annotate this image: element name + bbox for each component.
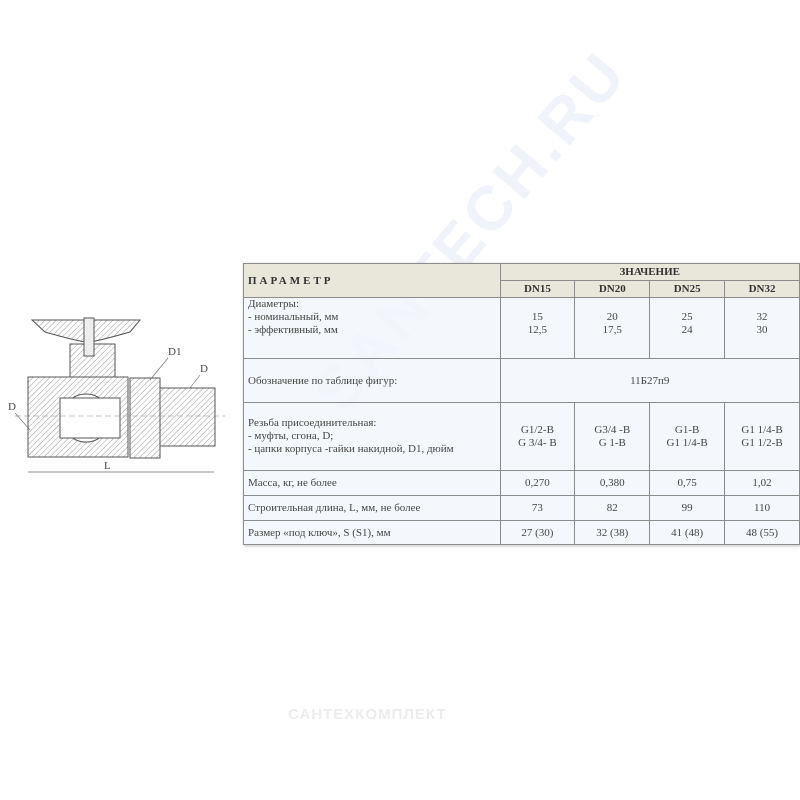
- cell: G1 1/4-B G1 1/2-B: [724, 402, 800, 471]
- spec-table: ПАРАМЕТР ЗНАЧЕНИЕ DN15 DN20 DN25 DN32 Ди…: [243, 263, 800, 545]
- value: G1/2-B: [520, 423, 554, 436]
- cell: G1-B G1 1/4-B: [649, 402, 726, 471]
- label-line: - цапки корпуса -гайки накидной, D1, дюй…: [248, 443, 454, 455]
- value: G 3/4- B: [518, 436, 557, 449]
- param-header: ПАРАМЕТР: [243, 263, 501, 298]
- cell: 25 24: [649, 297, 726, 359]
- row-label: Резьба присоединительная: - муфты, сгона…: [243, 402, 501, 471]
- col-dn25: DN25: [649, 280, 726, 298]
- value: 12,5: [527, 324, 548, 336]
- label-d1: D1: [168, 346, 181, 358]
- value: 32: [756, 311, 768, 323]
- col-dn20: DN20: [574, 280, 651, 298]
- label-line: - эффективный, мм: [248, 324, 338, 336]
- brand-logo: САНТЕХКОМПЛЕКТ: [288, 706, 447, 723]
- cell: G3/4 -B G 1-B: [574, 402, 651, 471]
- value: 24: [681, 324, 693, 336]
- cell: 1,02: [724, 470, 800, 496]
- value: G1 1/2-B: [741, 436, 783, 449]
- cell: 20 17,5: [574, 297, 651, 359]
- row-label: Строительная длина, L, мм, не более: [243, 495, 501, 521]
- cell: 0,75: [649, 470, 726, 496]
- value: G 1-B: [598, 436, 626, 449]
- cell: 110: [724, 495, 800, 521]
- table-row: Резьба присоединительная: - муфты, сгона…: [243, 402, 800, 471]
- cell: 32 30: [724, 297, 800, 359]
- row-label: Размер «под ключ», S (S1), мм: [243, 520, 501, 545]
- value: 15: [531, 311, 543, 323]
- label-line: Резьба присоединительная:: [248, 417, 377, 429]
- cell: 82: [574, 495, 651, 521]
- cell: 32 (38): [574, 520, 651, 545]
- label-line: Диаметры:: [248, 298, 300, 310]
- value: G1 1/4-B: [666, 436, 708, 449]
- valve-drawing: D1 D D L: [8, 317, 225, 473]
- value: G1 1/4-B: [741, 423, 783, 436]
- cell: 0,380: [574, 470, 651, 496]
- cell: 11Б27п9: [499, 358, 800, 403]
- cell: 41 (48): [649, 520, 726, 545]
- table-row: Размер «под ключ», S (S1), мм 27 (30) 32…: [243, 520, 800, 545]
- value: G1-B: [674, 423, 700, 436]
- label-line: - номинальный, мм: [248, 311, 339, 323]
- label-length: L: [104, 460, 111, 472]
- label-line: - муфты, сгона, D;: [248, 430, 334, 442]
- cell: 99: [649, 495, 726, 521]
- table-row: Диаметры: - номинальный, мм - эффективны…: [243, 297, 800, 359]
- value: 30: [756, 324, 768, 336]
- row-label: Диаметры: - номинальный, мм - эффективны…: [243, 297, 501, 359]
- cell: 27 (30): [499, 520, 576, 545]
- cell: 73: [499, 495, 576, 521]
- table-row: Обозначение по таблице фигур: 11Б27п9: [243, 358, 800, 403]
- value-header: ЗНАЧЕНИЕ: [499, 263, 800, 281]
- value: 25: [681, 311, 693, 323]
- value: 17,5: [602, 324, 622, 336]
- row-label: Обозначение по таблице фигур:: [243, 358, 501, 403]
- cell: 0,270: [499, 470, 576, 496]
- col-dn15: DN15: [499, 280, 576, 298]
- cell: 15 12,5: [499, 297, 576, 359]
- row-label: Масса, кг, не более: [243, 470, 501, 496]
- label-d-right: D: [200, 363, 208, 375]
- cell: 48 (55): [724, 520, 800, 545]
- table-row: Масса, кг, не более 0,270 0,380 0,75 1,0…: [243, 470, 800, 496]
- table-row: Строительная длина, L, мм, не более 73 8…: [243, 495, 800, 521]
- value: 20: [606, 311, 618, 323]
- col-dn32: DN32: [724, 280, 800, 298]
- cell: G1/2-B G 3/4- B: [499, 402, 576, 471]
- label-d-left: D: [8, 401, 16, 413]
- value: G3/4 -B: [594, 423, 631, 436]
